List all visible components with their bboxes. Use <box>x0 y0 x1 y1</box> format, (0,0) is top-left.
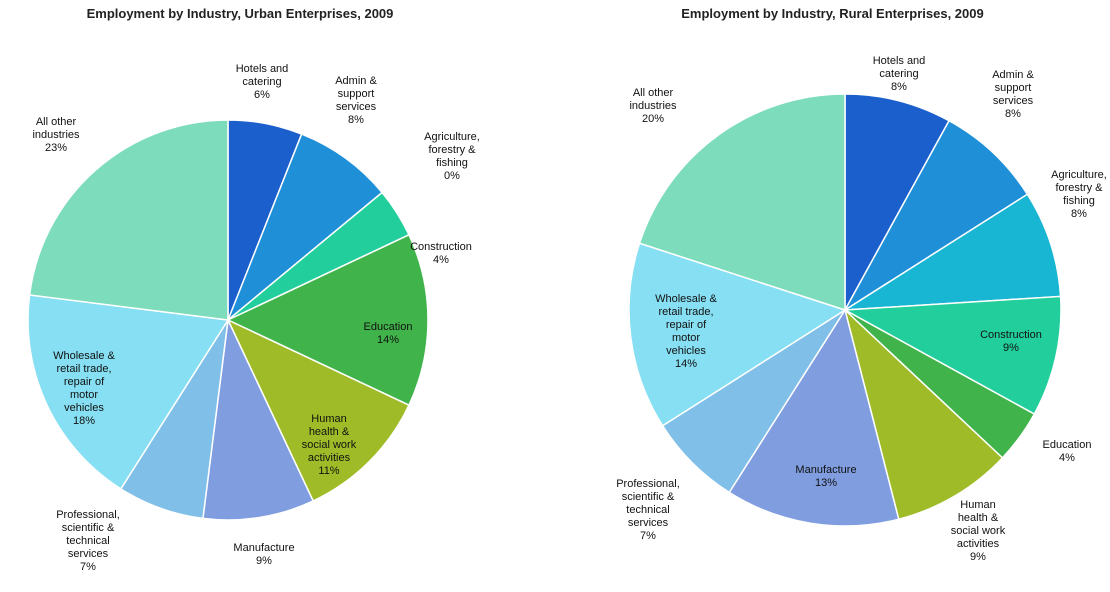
slice-label-manufacture: Manufacture 9% <box>233 542 294 567</box>
slice-label-education: Education 4% <box>1043 439 1092 464</box>
pie-slice-wholesale-retail-trade-repair-of-motor-vehicles <box>27 294 230 490</box>
pie-slice-manufacture <box>728 308 900 527</box>
slice-label-all-other-industries: All other industries 23% <box>32 116 80 154</box>
slice-label-admin-support-services: Admin & support services 8% <box>992 69 1034 120</box>
slice-label-agriculture-forestry-fishing: Agriculture, forestry & fishing 0% <box>424 131 480 182</box>
slice-label-construction: Construction 9% <box>980 329 1042 354</box>
pie-slice-hotels-and-catering <box>844 93 951 311</box>
slice-label-manufacture: Manufacture 13% <box>795 464 856 489</box>
pie-slice-all-other-industries <box>28 119 229 321</box>
chart-title-rural-text: Employment by Industry, Rural Enterprise… <box>681 6 984 21</box>
rural-pie-svg: Hotels and catering 8% Admin & support servic… <box>616 55 1107 563</box>
slice-label-hotels-and-catering: Hotels and catering 8% <box>873 55 926 93</box>
pie-slice-all-other-industries <box>638 93 846 312</box>
pie-slice-admin-support-services <box>227 133 384 321</box>
slice-label-hotels-and-catering: Hotels and catering 6% <box>236 63 289 101</box>
slice-label-human-health-social-work-activities: Human health & social work activities 11% <box>302 413 357 477</box>
urban-pie-svg: Hotels and catering 6% Admin & support servic… <box>27 63 480 573</box>
pie-slice-human-health-social-work-activities <box>226 318 410 502</box>
pie-slice-admin-support-services <box>844 119 1029 311</box>
slice-label-admin-support-services: Admin & support services 8% <box>335 75 377 126</box>
pie-slice-education <box>226 233 429 407</box>
slice-label-construction: Construction 4% <box>410 241 472 266</box>
chart-title-rural: Employment by Industry, Rural Enterprise… <box>555 6 1110 21</box>
pie-slice-wholesale-retail-trade-repair-of-motor-vehicles <box>628 242 847 427</box>
slice-label-all-other-industries: All other industries 20% <box>629 87 677 125</box>
chart-title-urban-text: Employment by Industry, Urban Enterprise… <box>86 6 394 21</box>
pie-slice-agriculture-forestry-fishing <box>844 193 1062 311</box>
pie-slice-construction <box>842 295 1062 416</box>
slice-label-human-health-social-work-activities: Human health & social work activities 9% <box>951 499 1006 563</box>
slice-label-wholesale-retail-trade-repair-of-motor-vehicles: Wholesale & retail trade, repair of motor ve… <box>655 293 717 370</box>
slice-label-professional-scientific-technical-services: Professional, scientific & technical servic… <box>616 478 680 542</box>
chart-title-urban: Employment by Industry, Urban Enterprise… <box>0 6 480 21</box>
urban-pie-chart: Employment by Industry, Urban Enterprise… <box>0 6 480 573</box>
slice-label-wholesale-retail-trade-repair-of-motor-vehicles: Wholesale & retail trade, repair of motor ve… <box>53 350 115 427</box>
slice-label-agriculture-forestry-fishing: Agriculture, forestry & fishing 8% <box>1051 169 1107 220</box>
pie-slice-human-health-social-work-activities <box>843 307 1004 521</box>
pie-slice-manufacture <box>202 317 315 521</box>
slice-label-education: Education 14% <box>364 321 413 346</box>
rural-pie-chart: Employment by Industry, Rural Enterprise… <box>555 0 1110 592</box>
slice-label-professional-scientific-technical-services: Professional, scientific & technical servic… <box>56 509 120 573</box>
